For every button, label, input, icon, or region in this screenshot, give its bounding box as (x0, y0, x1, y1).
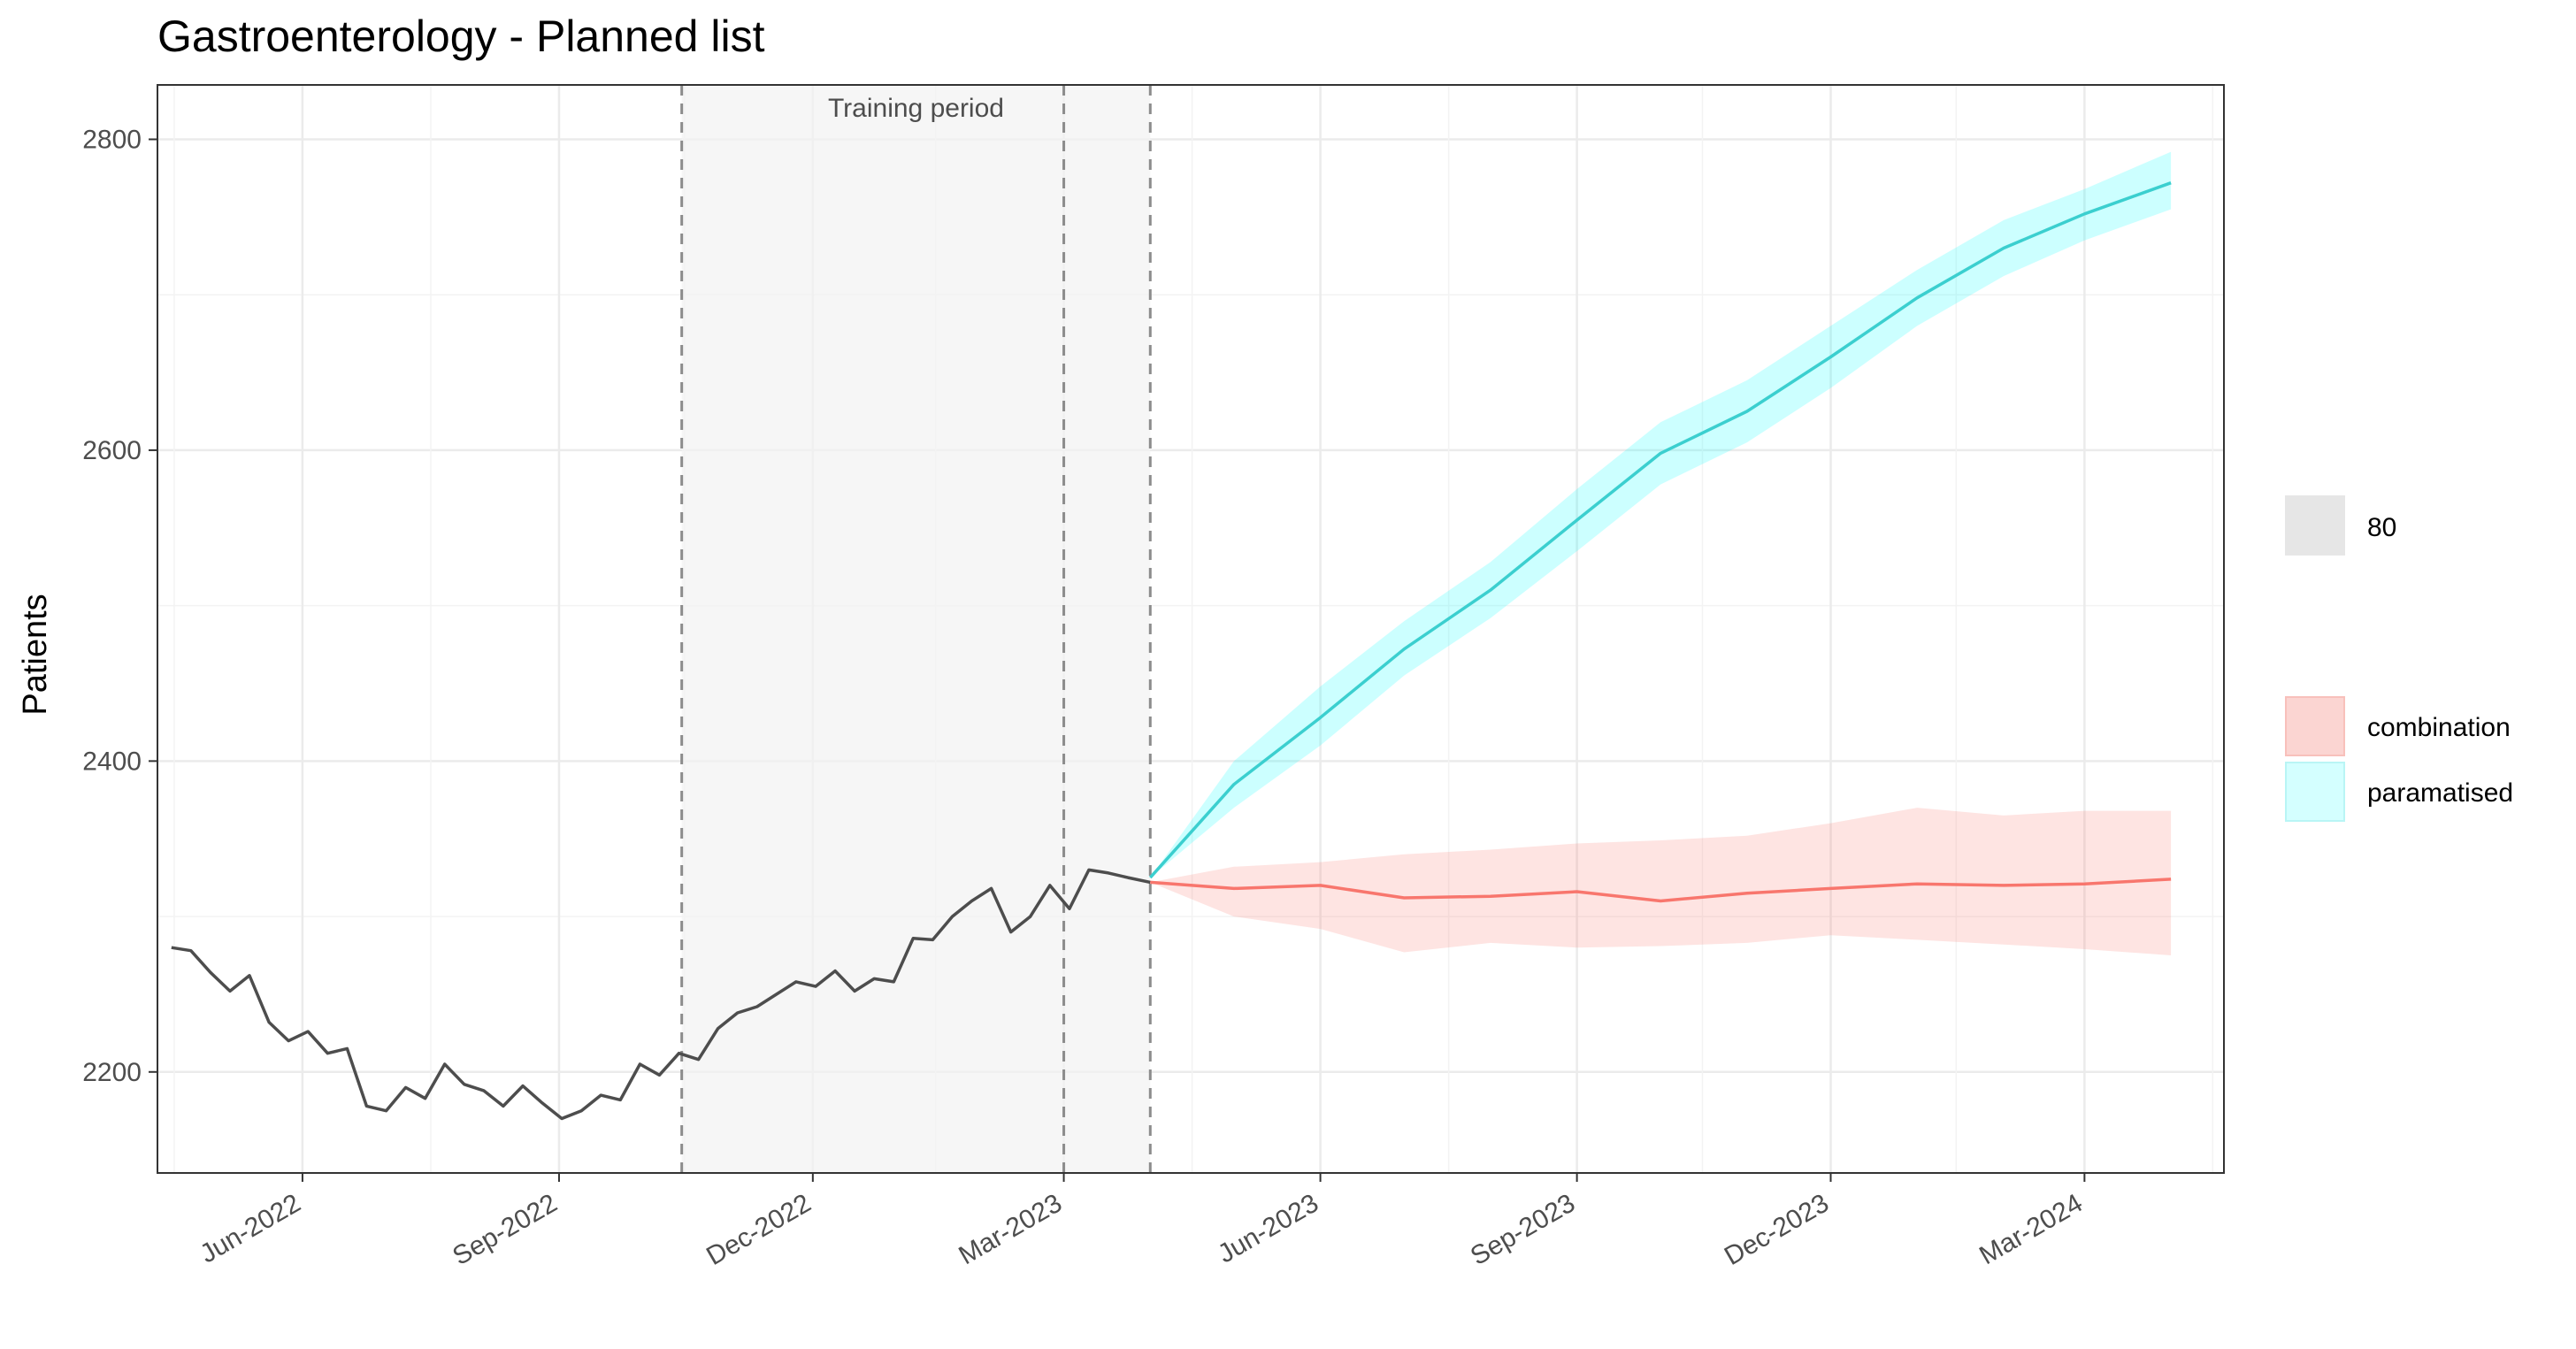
y-tick-label: 2200 (82, 1058, 142, 1087)
legend-key-combination (2285, 696, 2345, 756)
x-tick-label: Mar-2024 (1974, 1188, 2088, 1270)
y-tick-label: 2400 (82, 747, 142, 776)
training-period-label: Training period (828, 94, 1004, 123)
legend-key-level-80 (2285, 495, 2345, 556)
x-tick-label: Dec-2022 (702, 1188, 816, 1271)
legend-label-level-80: 80 (2367, 513, 2396, 542)
plot-panel: Training period (157, 84, 2225, 1174)
band-paramatised (1150, 151, 2172, 878)
training-period-shade (681, 85, 1151, 1173)
plot-border (157, 84, 2225, 1174)
y-tick-label: 2800 (82, 126, 142, 155)
legend-label-paramatised: paramatised (2367, 778, 2513, 808)
legend: 80 combination paramatised (2285, 495, 2513, 822)
x-tick-label: Mar-2023 (954, 1188, 1067, 1270)
y-axis: 2200 2400 2600 2800 (82, 126, 157, 1087)
prediction-bands (1150, 151, 2172, 955)
y-axis-label: Patients (17, 594, 54, 715)
series-line-paramatised (1148, 181, 2172, 879)
series-line-history (171, 868, 1151, 1121)
x-tick-label: Dec-2023 (1720, 1188, 1834, 1271)
x-tick-label: Jun-2023 (1213, 1188, 1323, 1269)
y-tick-label: 2600 (82, 436, 142, 465)
training-period-region: Training period (680, 85, 1152, 1173)
band-combination (1150, 808, 2172, 955)
plot-background (157, 85, 2224, 1173)
x-tick-label: Sep-2022 (448, 1188, 562, 1271)
x-axis: Jun-2022 Sep-2022 Dec-2022 Mar-2023 Jun-2023… (196, 1173, 2088, 1271)
series-lines (171, 181, 2172, 1121)
legend-label-combination: combination (2367, 713, 2511, 742)
x-tick-label: Jun-2022 (196, 1188, 306, 1269)
series-line-combination (1150, 878, 2172, 903)
x-tick-label: Sep-2023 (1466, 1188, 1580, 1271)
chart-title: Gastroenterology - Planned list (157, 11, 765, 61)
legend-key-paramatised (2285, 762, 2345, 822)
